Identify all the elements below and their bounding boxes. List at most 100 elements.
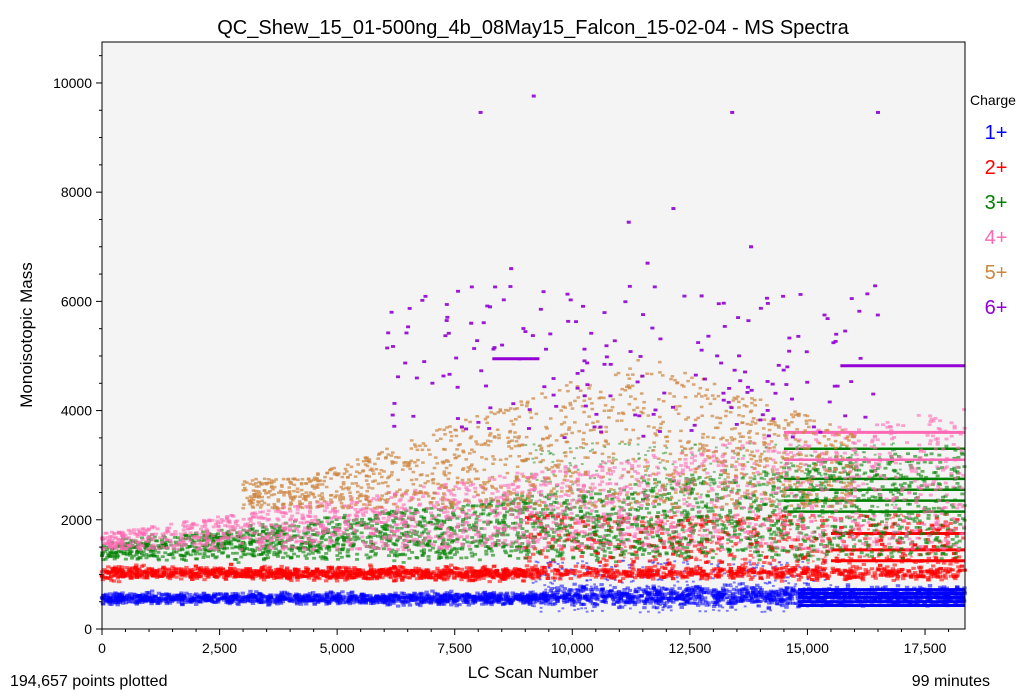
data-point: [333, 596, 338, 600]
data-point: [539, 606, 543, 609]
data-point: [721, 606, 725, 609]
data-point: [699, 595, 704, 599]
data-point: [384, 567, 389, 571]
data-point: [291, 598, 296, 602]
data-point: [848, 557, 854, 561]
data-point: [124, 571, 129, 576]
data-point: [432, 591, 438, 595]
data-point: [235, 601, 240, 605]
data-point: [359, 594, 364, 598]
data-point: [346, 591, 351, 596]
data-point: [694, 601, 699, 605]
data-point: [185, 599, 191, 603]
data-point: [378, 597, 384, 601]
data-point: [553, 587, 557, 590]
data-point: [853, 567, 859, 571]
data-point: [288, 596, 294, 600]
data-point: [941, 561, 947, 565]
data-point: [105, 594, 110, 598]
data-point: [712, 513, 717, 517]
data-point: [788, 593, 792, 596]
data-point: [669, 609, 673, 612]
data-point: [449, 563, 454, 567]
data-point: [678, 522, 684, 527]
data-point: [466, 568, 472, 572]
data-point: [681, 602, 686, 606]
data-point: [795, 538, 801, 542]
data-point: [909, 529, 915, 533]
data-point: [243, 568, 249, 572]
data-point: [945, 541, 951, 545]
data-point: [884, 556, 890, 560]
data-point: [268, 600, 273, 604]
data-point: [737, 527, 743, 531]
data-point: [468, 595, 473, 599]
data-point: [943, 598, 948, 602]
data-point: [729, 599, 734, 603]
data-point: [233, 596, 238, 601]
data-point: [729, 585, 733, 588]
data-point: [532, 547, 538, 551]
data-point: [544, 588, 548, 591]
data-point: [256, 598, 261, 603]
data-point: [597, 568, 602, 572]
data-point: [114, 572, 119, 576]
data-point: [560, 557, 565, 561]
data-point: [717, 562, 721, 565]
data-point: [316, 593, 321, 597]
data-point: [573, 601, 578, 605]
data-point: [116, 565, 122, 569]
data-point: [940, 569, 946, 573]
data-point: [931, 527, 936, 531]
data-point: [734, 589, 738, 591]
data-point: [857, 566, 863, 570]
data-point: [573, 600, 577, 603]
data-point: [324, 594, 329, 598]
data-point: [649, 530, 655, 534]
data-point: [708, 591, 713, 595]
data-point: [703, 554, 708, 558]
data-point: [765, 582, 769, 585]
data-point: [568, 591, 573, 595]
data-point: [697, 600, 703, 604]
data-point: [549, 586, 554, 591]
data-point: [753, 594, 759, 598]
data-point: [310, 594, 315, 598]
data-point: [700, 602, 705, 606]
data-point: [771, 597, 776, 602]
data-point: [491, 590, 497, 594]
data-point: [945, 524, 950, 528]
data-point: [778, 604, 782, 607]
data-point: [101, 593, 106, 597]
data-point: [939, 578, 944, 582]
data-point: [826, 536, 831, 540]
data-point: [661, 586, 665, 589]
data-point: [906, 521, 911, 525]
data-point: [429, 597, 435, 601]
data-point: [200, 570, 205, 574]
data-point: [386, 594, 391, 598]
data-point: [718, 600, 722, 603]
data-point: [314, 594, 319, 598]
data-point: [662, 594, 667, 598]
data-point: [692, 588, 698, 592]
data-point: [334, 579, 340, 583]
data-point: [666, 606, 670, 609]
data-point: [616, 598, 621, 602]
data-point: [319, 593, 324, 597]
data-point: [416, 596, 421, 600]
data-point: [119, 593, 125, 597]
data-point: [342, 565, 347, 569]
data-point: [547, 562, 552, 566]
data-point: [614, 593, 618, 596]
data-point: [280, 600, 286, 604]
data-point: [792, 565, 798, 570]
data-point: [347, 602, 353, 606]
data-point: [676, 598, 680, 600]
data-point: [287, 593, 293, 597]
data-point: [613, 578, 617, 581]
data-point: [585, 610, 589, 613]
data-point: [685, 588, 688, 591]
data-point: [576, 562, 580, 565]
data-point: [335, 593, 340, 597]
